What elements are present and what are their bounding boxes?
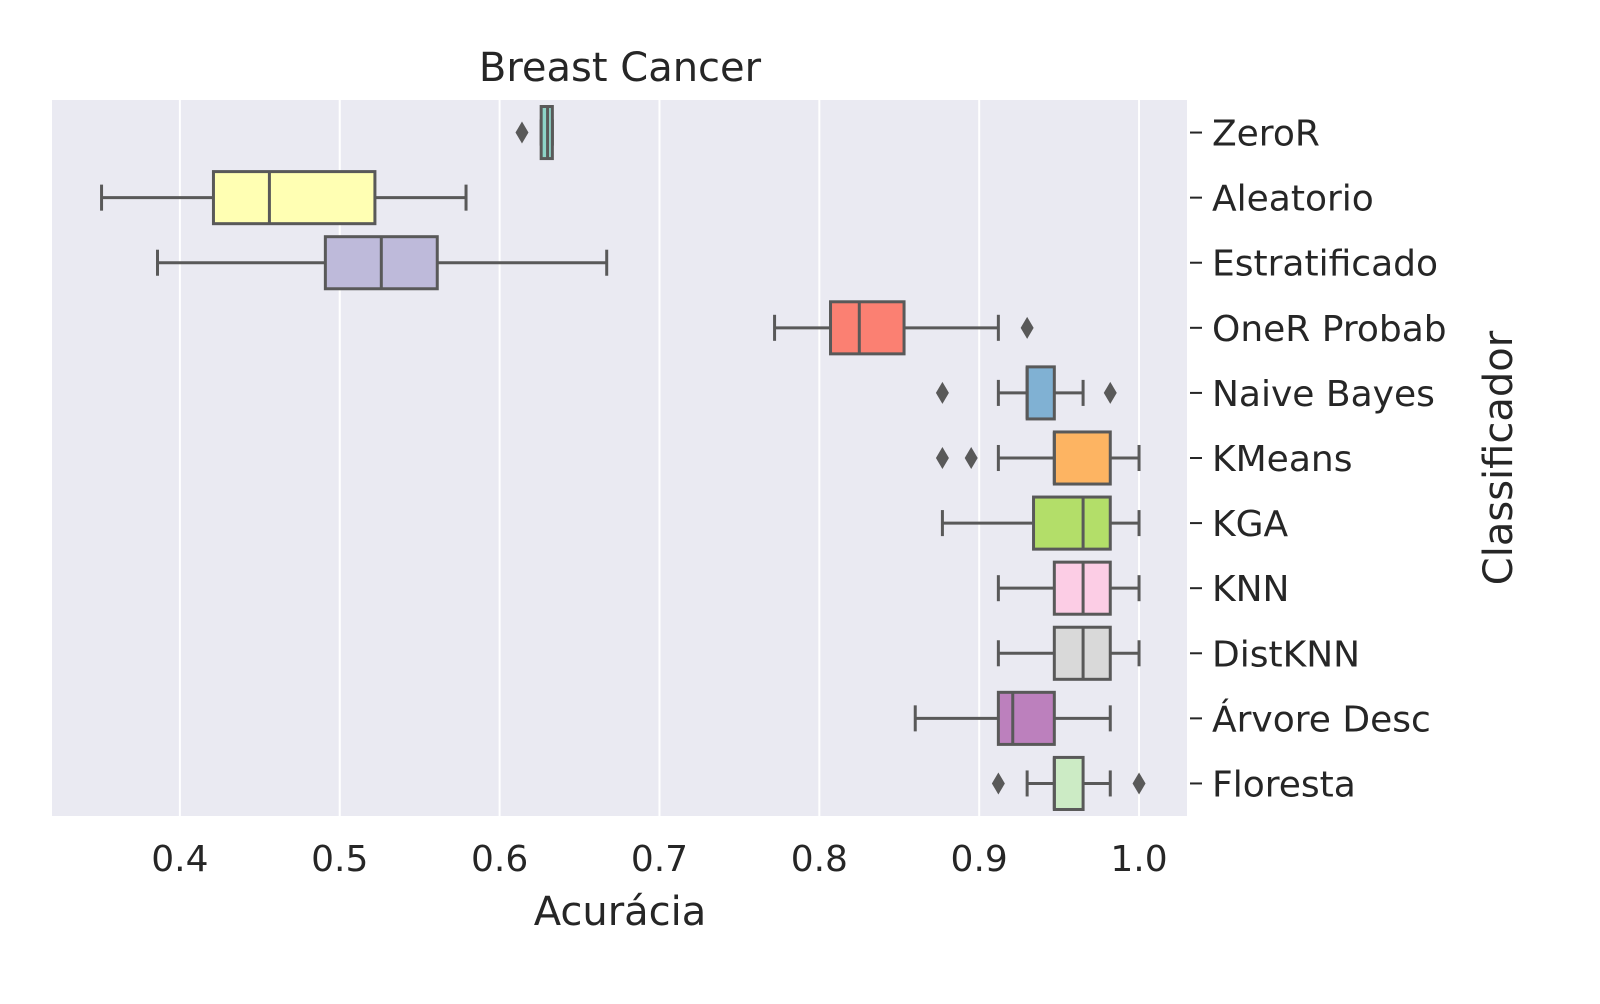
outlier-point (1103, 381, 1117, 404)
x-tick-label: 0.9 (951, 839, 1008, 880)
box-iqr (1052, 755, 1085, 811)
y-tick-label: Naive Bayes (1212, 374, 1435, 415)
outlier-point (964, 447, 978, 469)
x-tick-label: 0.4 (151, 839, 208, 880)
y-tick-label: KGA (1212, 504, 1289, 545)
chart-title: Breast Cancer (479, 45, 762, 91)
y-tick-label: Árvore Desc (1212, 698, 1431, 740)
outlier-point (935, 381, 949, 404)
x-tick-label: 0.6 (471, 839, 528, 880)
y-tick-label: OneR Probab (1212, 309, 1447, 350)
outlier-point (991, 772, 1005, 795)
box-iqr (211, 170, 377, 226)
x-tick-label: 1.0 (1110, 839, 1167, 880)
y-tick-label: Floresta (1212, 764, 1356, 805)
y-tick-label: Aleatorio (1212, 179, 1374, 220)
boxes (100, 105, 1146, 811)
box-iqr (829, 300, 906, 356)
box-iqr (1025, 365, 1056, 421)
y-axis-label: Classificador (1476, 330, 1522, 585)
x-tick-label: 0.5 (311, 839, 368, 880)
x-tick-label: 0.7 (631, 839, 688, 880)
y-tick-labels: ZeroR Aleatorio Estratificado OneR Probab Na… (1190, 114, 1447, 805)
outlier-point (515, 121, 529, 144)
box-iqr (1032, 495, 1112, 551)
box-iqr (996, 690, 1056, 746)
outlier-point (935, 447, 949, 469)
x-axis-label: Acurácia (534, 889, 707, 935)
y-tick-label: DistKNN (1212, 634, 1360, 675)
box-iqr (1052, 430, 1112, 486)
y-tick-label: ZeroR (1212, 114, 1320, 155)
outlier-point (1132, 772, 1146, 795)
y-tick-label: KNN (1212, 569, 1289, 610)
outlier-point (1020, 316, 1034, 339)
x-tick-label: 0.8 (791, 839, 848, 880)
x-tick-labels: 0.4 0.5 0.6 0.7 0.8 0.9 1.0 (151, 839, 1167, 880)
y-tick-label: Estratificado (1212, 244, 1438, 285)
y-tick-label: KMeans (1212, 439, 1352, 480)
